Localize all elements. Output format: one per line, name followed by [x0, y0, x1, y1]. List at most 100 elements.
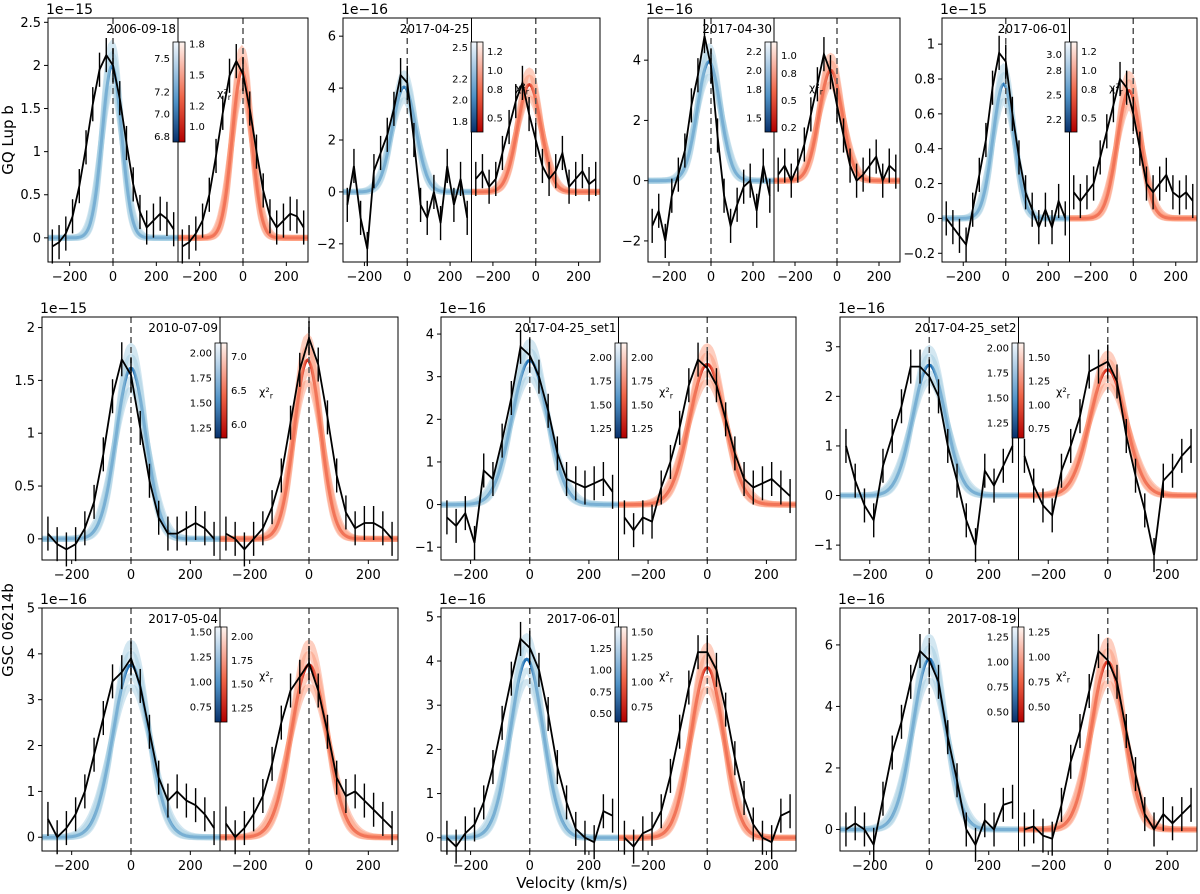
blue-observed-line [651, 35, 771, 242]
y-tick-label: 5 [27, 602, 35, 617]
colorbar-blue-bar [1011, 626, 1019, 723]
panel-date: 2010-07-09 [148, 321, 218, 335]
colorbar-red-tick-label: 1.25 [631, 424, 653, 435]
offset-text: 1e−15 [40, 301, 87, 317]
chi-subscript: r [270, 675, 274, 684]
colorbar-red-tick-label: 1.50 [631, 628, 653, 639]
colorbar-red-tick-label: 0.2 [781, 123, 797, 134]
colorbar-blue-tick-label: 1.25 [987, 419, 1009, 430]
blue-observed-line [47, 356, 215, 551]
x-tick-label: 200 [356, 568, 381, 583]
colorbar-red-tick-label: 7.0 [231, 352, 247, 363]
x-tick-label: 200 [1036, 270, 1061, 285]
y-tick-label: 4 [426, 655, 434, 670]
colorbar-blue-bar [1011, 342, 1019, 439]
colorbar-blue-tick-label: 2.2 [1046, 115, 1062, 126]
blue-subplot: −200 0 200 [648, 18, 774, 285]
red-observed-line [1024, 649, 1192, 840]
y-tick-label: 0 [27, 831, 35, 846]
x-tick-label: −200 [182, 270, 218, 285]
x-tick-label: 0 [526, 568, 534, 583]
red-observed-line [225, 335, 393, 551]
colorbar-red: 0.2 0.5 0.8 1.0 [770, 41, 797, 134]
panel-date: 2017-04-25 [400, 22, 470, 36]
red-model-curve [618, 343, 796, 508]
x-tick-label: 0 [127, 859, 135, 874]
y-tick-label: 2 [33, 59, 41, 74]
chi-symbol: χ² [259, 385, 270, 398]
y-tick-label: 4 [825, 700, 833, 715]
colorbar-red-tick-label: 0.75 [1028, 424, 1050, 435]
red-observed-line [623, 358, 791, 532]
offset-text: 1e−16 [838, 301, 885, 317]
colorbar-red: 6.0 6.5 7.0 [220, 342, 247, 439]
panel-date: 2017-06-01 [547, 612, 617, 626]
colorbar-blue: 1.25 1.50 1.75 2.00 [590, 342, 622, 439]
y-tick-label: 2.5 [20, 16, 41, 31]
red-subplot: −200 0 200 [178, 18, 308, 285]
colorbar-red: 0.5 0.8 1.0 1.2 [1070, 41, 1097, 133]
colorbar-red-bar [178, 41, 186, 143]
x-tick-label: 0 [532, 270, 540, 285]
red-observed-line [1023, 360, 1192, 556]
panel-2017-04-25_set2: −200 0 200 −200 0 200 −1 0 1 2 3 1e−16 2017-04-25_se… [814, 301, 1198, 583]
chi-subscript: r [820, 88, 824, 97]
y-tick-label: 0 [33, 231, 41, 246]
y-tick-label: −1 [415, 541, 434, 556]
chi-subscript: r [1067, 675, 1071, 684]
panel-2017-04-30: −200 0 200 −200 0 200−20241e−162017-04-301.51… [622, 2, 901, 285]
chi-subscript: r [1120, 88, 1124, 97]
y-tick-label: 1 [426, 455, 434, 470]
colorbar-red-bar [476, 41, 484, 133]
colorbar-blue-tick-label: 1.50 [190, 399, 212, 410]
x-tick-label: 200 [577, 859, 602, 874]
colorbar-blue-bar [614, 342, 622, 439]
colorbar-red-tick-label: 0.5 [781, 96, 797, 107]
red-subplot: −200 0 200 [220, 608, 398, 874]
colorbar-label: χ²r [1056, 385, 1071, 400]
panel-2017-05-04: −200 0 200 −200 0 2000123451e−162017-05-040.7… [27, 592, 399, 874]
blue-observed-line [51, 53, 175, 248]
colorbar-blue-tick-label: 0.75 [190, 703, 212, 714]
x-tick-label: 0 [1129, 270, 1137, 285]
red-model-curve [774, 68, 900, 183]
colorbar-blue-tick-label: 2.00 [190, 349, 212, 360]
x-tick-label: 200 [754, 568, 779, 583]
offset-text: 1e−16 [838, 592, 885, 608]
colorbar-label: χ²r [659, 669, 674, 684]
chi-symbol: χ² [809, 82, 820, 95]
red-observed-line [181, 59, 305, 248]
colorbar-blue-tick-label: 1.8 [746, 85, 762, 96]
y-tick-label: 0 [927, 212, 935, 227]
x-tick-label: 0 [1104, 859, 1112, 874]
blue-subplot: −200 0 200 [441, 317, 619, 583]
colorbar-red: 0.75 1.00 1.25 1.50 [1017, 342, 1050, 439]
blue-observed-line [346, 73, 469, 250]
colorbar-blue-tick-label: 0.75 [590, 687, 612, 698]
y-tick-label: 0 [328, 185, 336, 200]
colorbar-blue-tick-label: 1.00 [190, 678, 212, 689]
colorbar-red-tick-label: 0.50 [1028, 703, 1050, 714]
offset-text: 1e−16 [341, 2, 388, 18]
blue-subplot: −200 0 200 [42, 608, 220, 874]
offset-text: 1e−16 [646, 2, 693, 18]
x-tick-label: 0 [526, 859, 534, 874]
y-tick-label: 2 [328, 134, 336, 149]
colorbar-red-tick-label: 1.0 [781, 51, 797, 62]
y-tick-label: 1 [927, 38, 935, 53]
colorbar-blue-tick-label: 2.2 [452, 75, 468, 86]
colorbar-red-bar [1017, 342, 1025, 439]
blue-observed-line [845, 649, 1013, 848]
colorbar-blue: 1.25 1.50 1.75 2.00 [987, 342, 1019, 439]
colorbar-red-bar [1070, 41, 1078, 133]
x-tick-label: −200 [651, 270, 687, 285]
x-tick-label: 200 [1163, 270, 1188, 285]
x-tick-label: −200 [945, 270, 981, 285]
colorbar-red-tick-label: 1.50 [231, 680, 253, 691]
x-tick-label: 200 [178, 859, 203, 874]
offset-text: 1e−16 [439, 301, 486, 317]
blue-subplot: −200 0 200 [42, 317, 220, 583]
colorbar-blue-bar [214, 342, 222, 439]
y-tick-label: 0 [426, 831, 434, 846]
